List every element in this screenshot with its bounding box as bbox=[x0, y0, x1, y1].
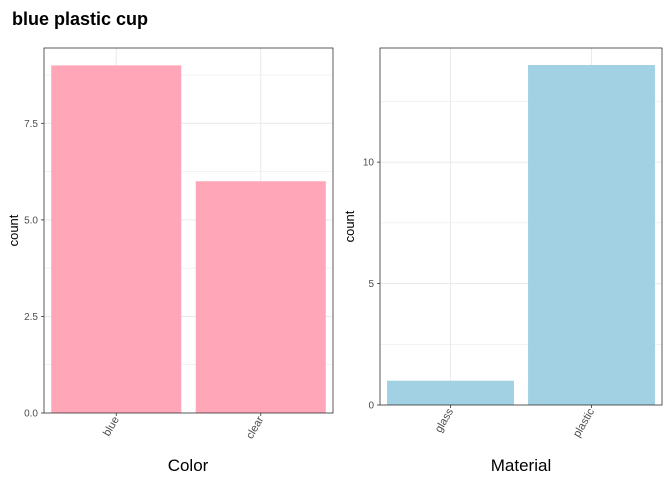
chart-title: blue plastic cup bbox=[12, 9, 149, 29]
bar-plastic bbox=[528, 65, 655, 405]
panel-border bbox=[379, 47, 663, 406]
bar-blue bbox=[51, 65, 182, 413]
panel-border bbox=[43, 47, 334, 414]
y-axis-label: count bbox=[342, 210, 357, 242]
x-tick-label-plastic: plastic bbox=[571, 406, 597, 439]
y-tick-label: 0 bbox=[368, 401, 374, 412]
bar-glass bbox=[387, 380, 514, 405]
x-tick-label-blue: blue bbox=[101, 415, 122, 439]
y-tick-label: 5.0 bbox=[24, 215, 38, 226]
x-axis-label: Material bbox=[491, 456, 551, 475]
material-count-panel: 0 5 10 glass plastic Material count bbox=[342, 47, 663, 475]
x-tick-label-glass: glass bbox=[433, 406, 456, 435]
bar-clear bbox=[195, 181, 326, 413]
y-tick-label: 0.0 bbox=[24, 409, 38, 420]
y-tick-label: 7.5 bbox=[24, 119, 38, 130]
y-tick-label: 10 bbox=[363, 158, 375, 169]
y-tick-label: 2.5 bbox=[24, 312, 38, 323]
x-axis-label: Color bbox=[168, 456, 209, 475]
color-count-panel: 0.0 2.5 5.0 7.5 blue clear Color count bbox=[6, 47, 334, 475]
y-tick-label: 5 bbox=[368, 279, 374, 290]
x-tick-label-clear: clear bbox=[244, 414, 266, 441]
y-axis-label: count bbox=[6, 214, 21, 246]
